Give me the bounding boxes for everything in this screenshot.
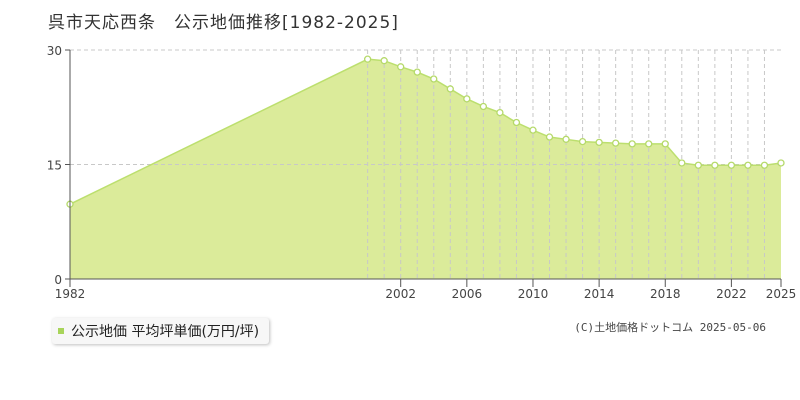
- data-point: [413, 68, 421, 76]
- data-point: [678, 159, 686, 167]
- data-point: [430, 75, 438, 83]
- data-point: [744, 161, 752, 169]
- data-point: [496, 108, 504, 117]
- x-tick-label: 2010: [518, 287, 549, 301]
- x-tick-label: 2025: [766, 287, 797, 301]
- chart-title: 呉市天応西条 公示地価推移[1982-2025]: [48, 13, 399, 33]
- x-tick-label: 2018: [650, 287, 681, 301]
- data-point: [446, 85, 454, 93]
- data-point: [711, 161, 719, 169]
- data-point: [363, 55, 372, 63]
- legend: 公示地価 平均坪単価(万円/坪): [52, 318, 270, 344]
- x-tick-label: 2014: [584, 287, 615, 301]
- data-point: [645, 140, 653, 148]
- data-point: [661, 140, 669, 148]
- data-point: [578, 137, 587, 146]
- data-point: [529, 126, 537, 134]
- data-point: [562, 135, 570, 143]
- data-point: [595, 138, 603, 147]
- legend-swatch: [58, 328, 64, 334]
- data-point: [612, 139, 620, 147]
- data-point: [463, 95, 471, 103]
- data-point: [628, 140, 636, 148]
- y-tick-label: 30: [47, 44, 62, 58]
- y-tick-label: 0: [54, 273, 62, 287]
- x-tick-label: 2006: [452, 287, 483, 301]
- data-point: [777, 159, 785, 167]
- copyright-credit: (C)土地価格ドットコム 2025-05-06: [574, 321, 766, 334]
- x-tick-label: 1982: [55, 287, 86, 301]
- data-point: [545, 133, 554, 141]
- x-tick-label: 2022: [716, 287, 747, 301]
- area-fill: [70, 59, 781, 279]
- data-point: [512, 118, 521, 127]
- y-tick-label: 15: [47, 159, 62, 173]
- data-point: [479, 102, 488, 111]
- data-point: [760, 161, 769, 169]
- x-tick-label: 2002: [385, 287, 416, 301]
- data-point: [380, 57, 388, 65]
- data-point: [694, 161, 702, 169]
- legend-label: 公示地価 平均坪単価(万円/坪): [71, 324, 260, 340]
- data-point: [397, 63, 405, 71]
- data-point: [727, 161, 736, 169]
